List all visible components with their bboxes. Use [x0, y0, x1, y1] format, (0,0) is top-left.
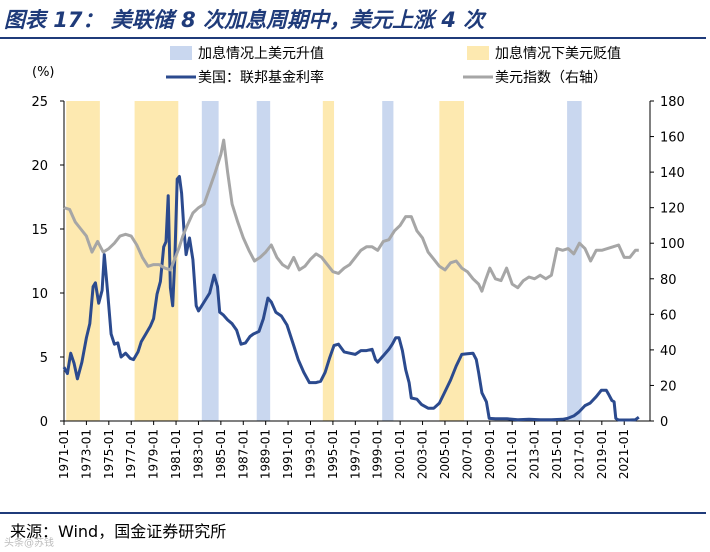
source-divider [0, 512, 706, 514]
x-tick-label: 1997-01 [348, 429, 362, 479]
x-tick-label: 2003-01 [416, 429, 430, 479]
right-tick-label: 20 [660, 379, 677, 394]
left-tick-label: 20 [31, 159, 48, 174]
source-note: 来源：Wind，国金证券研究所 [10, 522, 227, 541]
x-tick-label: 1979-01 [147, 429, 161, 479]
x-tick-label: 1993-01 [304, 429, 318, 479]
band-usd-up [567, 101, 582, 421]
left-tick-label: 5 [40, 351, 48, 366]
legend-label-rate: 美国：联邦基金利率 [198, 69, 324, 86]
left-tick-label: 0 [40, 415, 48, 430]
left-tick-label: 25 [31, 95, 48, 110]
x-tick-label: 1975-01 [102, 429, 116, 479]
legend-swatch-band_down [467, 46, 489, 60]
left-unit-label: (%) [32, 65, 55, 80]
x-tick-label: 2005-01 [438, 429, 452, 479]
right-tick-label: 40 [660, 344, 677, 359]
right-tick-label: 160 [660, 131, 685, 146]
title-bar: 图表 17： 美联储 8 次加息周期中，美元上涨 4 次 [0, 0, 710, 40]
x-tick-label: 2013-01 [528, 429, 542, 479]
x-tick-label: 2019-01 [595, 429, 609, 479]
x-tick-label: 1987-01 [236, 429, 250, 479]
left-tick-label: 10 [31, 287, 48, 302]
x-tick-label: 2009-01 [483, 429, 497, 479]
legend-label-band_down: 加息情况下美元贬值 [495, 45, 621, 62]
band-usd-down [322, 101, 335, 421]
right-tick-label: 80 [660, 273, 677, 288]
band-usd-up [256, 101, 271, 421]
x-tick-label: 1983-01 [191, 429, 205, 479]
legend-swatch-band_up [170, 46, 192, 60]
dollar-index-line [63, 138, 639, 293]
x-tick-label: 1971-01 [57, 429, 71, 479]
x-tick-label: 2001-01 [393, 429, 407, 479]
x-tick-label: 1977-01 [124, 429, 138, 479]
right-tick-label: 140 [660, 166, 685, 181]
left-tick-label: 15 [31, 223, 48, 238]
title-underline [0, 37, 706, 39]
watermark: 头条@苏钱 [4, 538, 54, 549]
x-tick-label: 2011-01 [505, 429, 519, 479]
band-usd-down [134, 101, 179, 421]
band-usd-down [66, 101, 100, 421]
x-tick-label: 1999-01 [371, 429, 385, 479]
right-tick-label: 0 [660, 415, 668, 430]
legend-label-dxy: 美元指数（右轴） [495, 70, 607, 86]
x-tick-label: 1989-01 [259, 429, 273, 479]
right-tick-label: 120 [660, 202, 685, 217]
band-usd-up [382, 101, 394, 421]
x-tick-label: 1973-01 [79, 429, 93, 479]
band-usd-up [201, 101, 219, 421]
x-tick-label: 1995-01 [326, 429, 340, 479]
x-tick-label: 2021-01 [617, 429, 631, 479]
right-tick-label: 60 [660, 308, 677, 323]
x-tick-label: 2017-01 [572, 429, 586, 479]
chart: 0 5 10 15 20 25 (%) 0 20 40 60 80 100 120 140 160 180 197… [31, 45, 685, 479]
x-tick-label: 1991-01 [281, 429, 295, 479]
fed-funds-rate-line [62, 175, 640, 422]
x-tick-label: 2015-01 [550, 429, 564, 479]
legend-label-band_up: 加息情况上美元升值 [198, 45, 324, 62]
right-tick-label: 100 [660, 237, 685, 252]
right-tick-label: 180 [660, 95, 685, 110]
x-tick-label: 1985-01 [214, 429, 228, 479]
figure-title: 图表 17： 美联储 8 次加息周期中，美元上涨 4 次 [4, 8, 485, 32]
x-tick-label: 2007-01 [460, 429, 474, 479]
x-tick-label: 1981-01 [169, 429, 183, 479]
